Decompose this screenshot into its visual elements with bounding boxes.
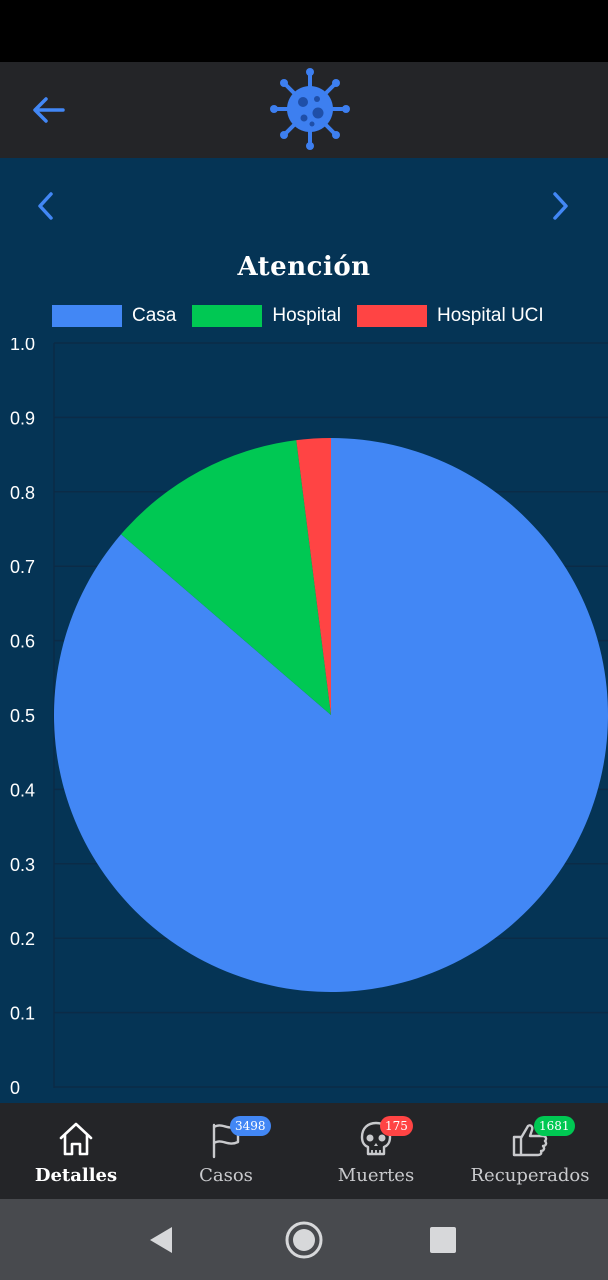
chart-title: Atención bbox=[237, 252, 371, 282]
legend-item-casa[interactable]: Casa bbox=[52, 305, 176, 327]
muertes-badge: 175 bbox=[380, 1116, 413, 1136]
tab-muertes[interactable]: 175 Muertes bbox=[314, 1103, 438, 1199]
tab-recuperados[interactable]: 1681 Recuperados bbox=[464, 1103, 596, 1199]
legend-label-hospital: Hospital bbox=[272, 305, 342, 326]
skull-icon bbox=[360, 1121, 392, 1156]
y-tick-label: 0.6 bbox=[10, 632, 35, 652]
tab-casos-label: Casos bbox=[199, 1165, 253, 1186]
legend-swatch-casa bbox=[52, 305, 122, 327]
legend-label-casa: Casa bbox=[132, 305, 177, 326]
system-home-button[interactable] bbox=[283, 1219, 325, 1261]
app-bar bbox=[0, 62, 608, 158]
y-tick-label: 0.9 bbox=[10, 408, 35, 428]
legend-swatch-hospital bbox=[192, 305, 263, 327]
thumbs-up-icon bbox=[512, 1124, 548, 1157]
tab-detalles-label: Detalles bbox=[34, 1165, 118, 1186]
tab-muertes-label: Muertes bbox=[337, 1165, 415, 1186]
tab-recuperados-label: Recuperados bbox=[470, 1165, 590, 1186]
circle-home-icon bbox=[285, 1221, 323, 1259]
pie-slice-casa[interactable] bbox=[53, 438, 608, 992]
y-tick-label: 0.5 bbox=[10, 706, 35, 726]
casos-badge: 3498 bbox=[230, 1116, 271, 1136]
tab-muertes-icon-wrap: 175 bbox=[356, 1116, 413, 1159]
y-tick-label: 0.2 bbox=[10, 929, 35, 949]
tab-detalles[interactable]: Detalles bbox=[14, 1103, 138, 1199]
home-icon bbox=[59, 1122, 93, 1156]
legend-item-hospital-uci[interactable]: Hospital UCI bbox=[357, 305, 544, 327]
prev-chart-button[interactable] bbox=[26, 186, 66, 226]
arrow-left-icon bbox=[33, 97, 65, 123]
system-navigation-bar bbox=[0, 1199, 608, 1280]
triangle-back-icon bbox=[150, 1227, 172, 1253]
bottom-navigation: Detalles 3498 Casos 175 Muertes bbox=[0, 1103, 608, 1199]
recuperados-badge: 1681 bbox=[534, 1116, 575, 1136]
y-tick-label: 0.1 bbox=[10, 1004, 35, 1024]
virus-logo-icon bbox=[270, 68, 350, 150]
back-button[interactable] bbox=[26, 88, 70, 132]
y-tick-label: 0 bbox=[10, 1078, 20, 1098]
system-back-button[interactable] bbox=[140, 1219, 182, 1261]
chart-panel: Atención Casa Hospital Hospital UCI 1.0 0… bbox=[0, 158, 608, 1103]
pie-slice-hospital[interactable] bbox=[121, 440, 331, 715]
y-tick-label: 1.0 bbox=[10, 338, 35, 354]
chevron-left-icon bbox=[38, 192, 53, 220]
tab-detalles-icon-wrap bbox=[56, 1119, 96, 1159]
chart-legend: Casa Hospital Hospital UCI bbox=[52, 304, 560, 328]
y-tick-label: 0.3 bbox=[10, 855, 35, 875]
next-chart-button[interactable] bbox=[540, 186, 580, 226]
tab-casos[interactable]: 3498 Casos bbox=[164, 1103, 288, 1199]
y-tick-label: 0.4 bbox=[10, 780, 35, 800]
status-bar bbox=[0, 0, 608, 62]
tab-casos-icon-wrap: 3498 bbox=[206, 1116, 271, 1159]
tab-recuperados-icon-wrap: 1681 bbox=[510, 1116, 575, 1159]
square-recents-icon bbox=[430, 1227, 456, 1253]
pie-chart: 1.0 0.9 0.8 0.7 0.6 0.5 0.4 0.3 0.2 0.1 0 bbox=[10, 338, 608, 1098]
chevron-right-icon bbox=[553, 192, 568, 220]
pie-slice-hospital-uci[interactable] bbox=[296, 438, 331, 715]
y-tick-label: 0.8 bbox=[10, 483, 35, 503]
system-recents-button[interactable] bbox=[422, 1219, 464, 1261]
y-tick-label: 0.7 bbox=[10, 557, 35, 577]
legend-item-hospital[interactable]: Hospital bbox=[192, 305, 341, 327]
legend-label-hospital-uci: Hospital UCI bbox=[437, 305, 544, 326]
legend-swatch-hospital-uci bbox=[357, 305, 428, 327]
